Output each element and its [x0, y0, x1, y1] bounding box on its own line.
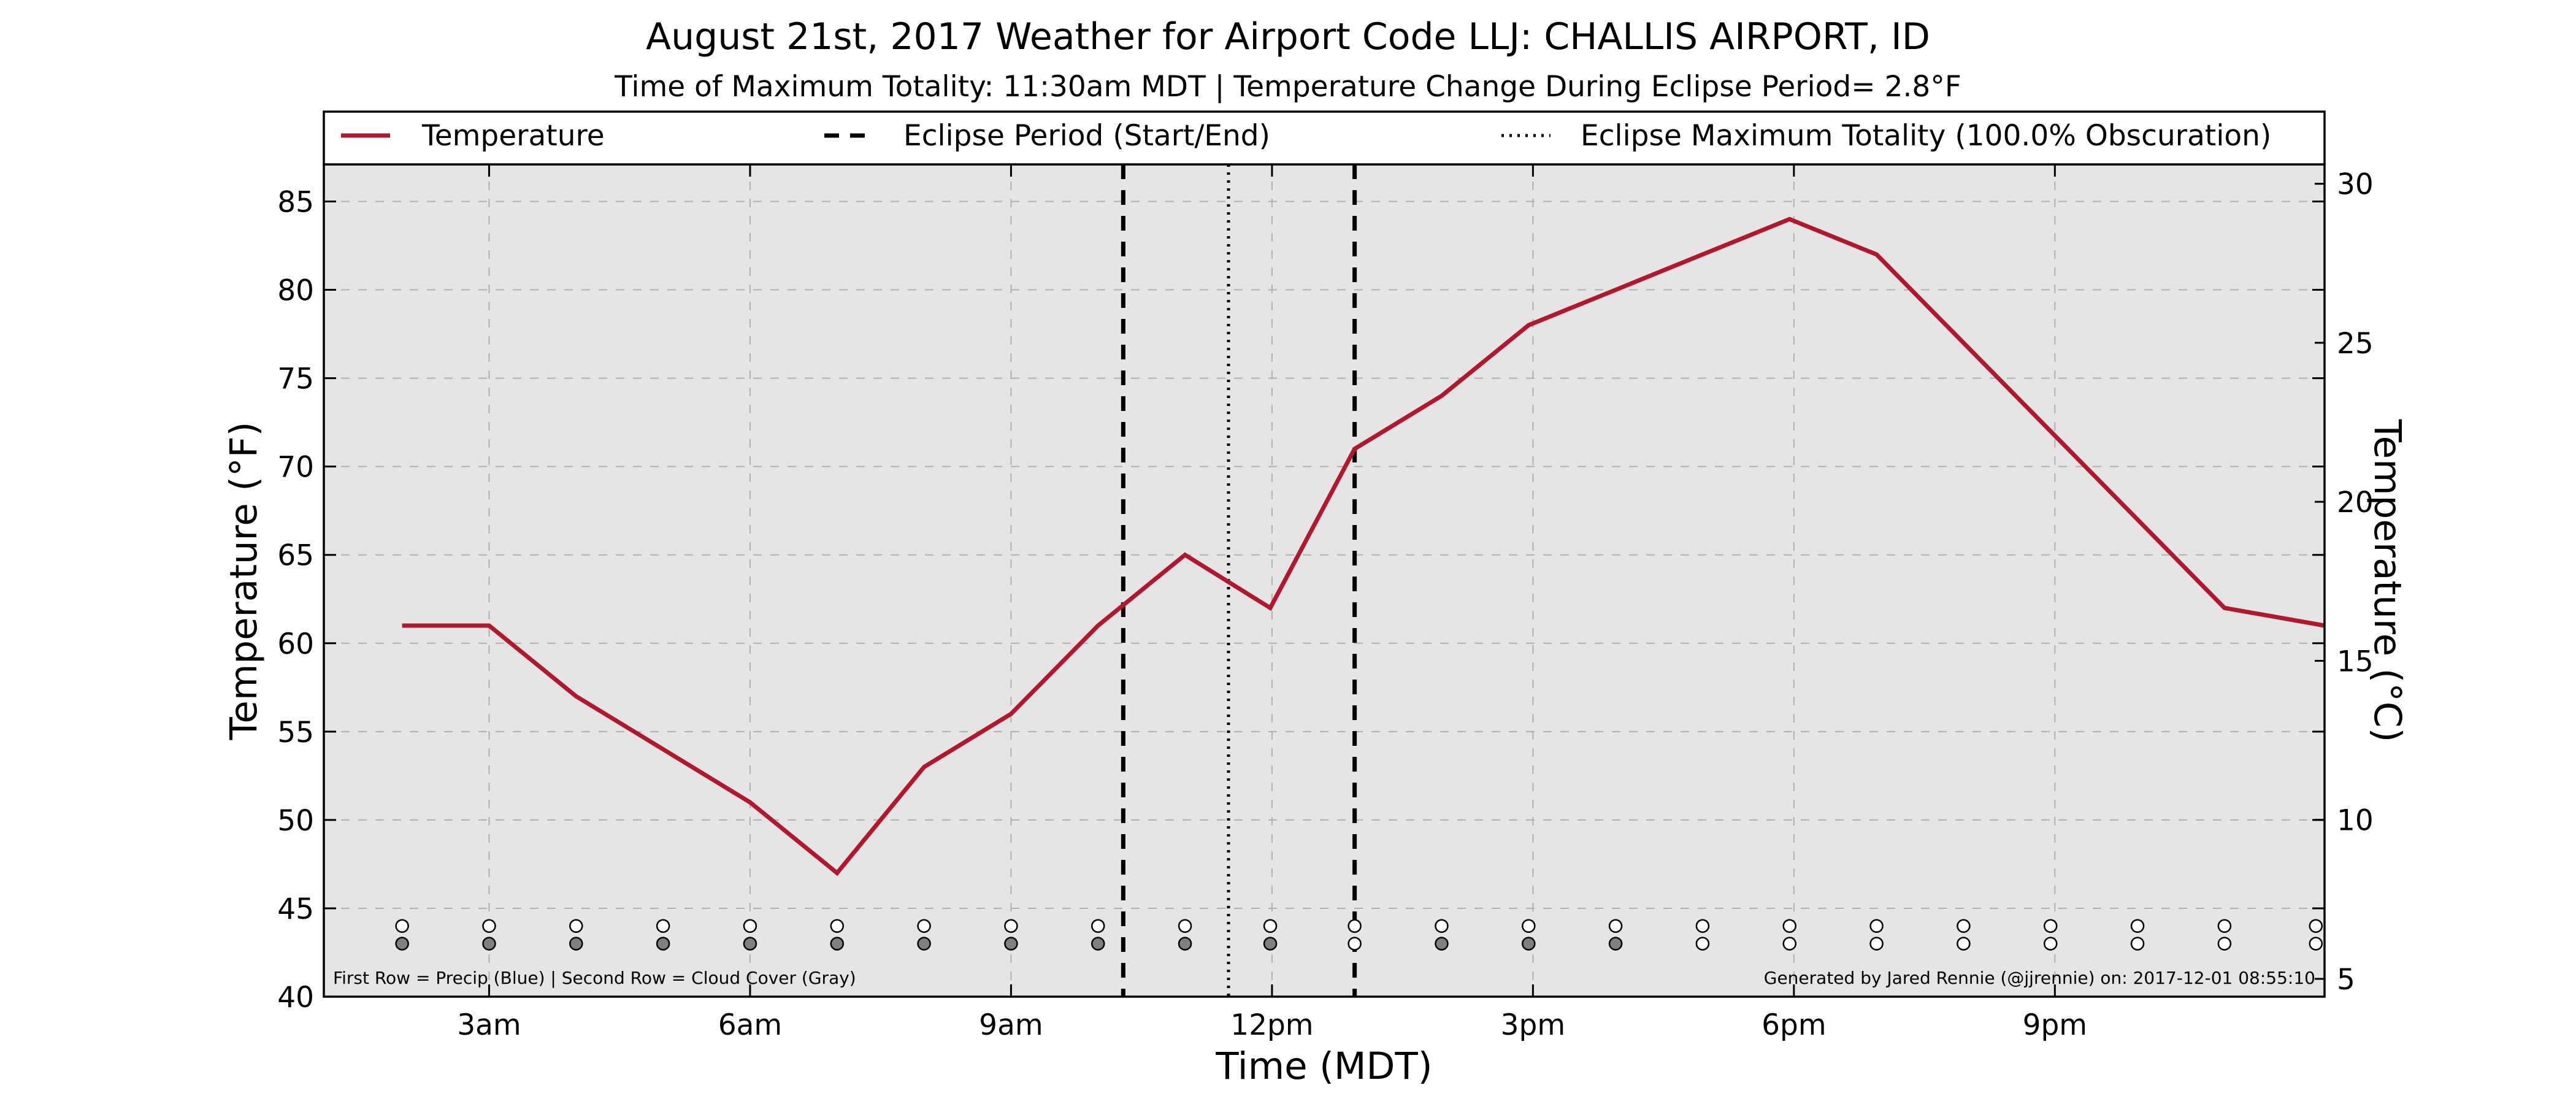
- plot-area: [324, 164, 2325, 997]
- footnote-right: Generated by Jared Rennie (@jjrennie) on…: [1764, 968, 2315, 988]
- y-tick-label: 40: [277, 981, 314, 1014]
- cloud-indicator: [1869, 937, 1884, 951]
- precip-indicator: [1782, 919, 1797, 933]
- cloud-indicator: [2043, 937, 2058, 951]
- precip-indicator: [1091, 919, 1105, 933]
- x-tick-label: 12pm: [1230, 1008, 1313, 1042]
- precip-indicator: [1695, 919, 1710, 933]
- y2-tick-label: 10: [2337, 804, 2374, 838]
- legend-label-eclipse-max: Eclipse Maximum Totality (100.0% Obscura…: [1581, 119, 2271, 153]
- precip-indicator: [482, 919, 496, 933]
- cloud-indicator: [2309, 937, 2323, 951]
- y-tick-label: 55: [277, 716, 314, 749]
- y-tick-label: 45: [277, 892, 314, 926]
- x-tick-label: 3pm: [1501, 1008, 1566, 1042]
- cloud-indicator: [1263, 937, 1278, 951]
- axis-ticks: 40 45 50 55 60 65 70 75 80 85 5 10 15 20 25 30 3am 6am 9am…: [277, 164, 2374, 1042]
- y2-tick-label: 5: [2337, 963, 2355, 997]
- cloud-indicator: [1178, 937, 1192, 951]
- y2-tick-label: 30: [2337, 168, 2374, 202]
- y-tick-label: 85: [277, 186, 314, 220]
- footnote-left: First Row = Precip (Blue) | Second Row =…: [333, 968, 856, 988]
- cloud-indicator: [482, 937, 496, 951]
- precip-indicator: [1263, 919, 1278, 933]
- precip-indicator: [2217, 919, 2232, 933]
- y-tick-label: 75: [277, 362, 314, 396]
- precip-indicator: [656, 919, 670, 933]
- indicator-rows: [395, 919, 2323, 951]
- y-tick-label: 70: [277, 451, 314, 485]
- precip-indicator: [395, 919, 409, 933]
- cloud-indicator: [1004, 937, 1018, 951]
- y2-tick-label: 20: [2337, 486, 2374, 519]
- x-tick-label: 9am: [979, 1008, 1043, 1042]
- precip-indicator: [1957, 919, 1971, 933]
- legend-frame: [323, 110, 2326, 166]
- cloud-indicator: [569, 937, 583, 951]
- y2-tick-label: 25: [2337, 327, 2374, 361]
- y-tick-label: 65: [277, 539, 314, 573]
- precip-indicator: [2309, 919, 2323, 933]
- x-tick-label: 6pm: [1761, 1008, 1827, 1042]
- cloud-indicator: [1522, 937, 1536, 951]
- precip-indicator: [1522, 919, 1536, 933]
- chart-title: August 21st, 2017 Weather for Airport Co…: [646, 15, 1930, 58]
- precip-indicator: [830, 919, 845, 933]
- precip-indicator: [1004, 919, 1018, 933]
- legend-label-temperature: Temperature: [421, 119, 605, 153]
- cloud-indicator: [1608, 937, 1623, 951]
- chart-subtitle: Time of Maximum Totality: 11:30am MDT | …: [614, 70, 1961, 104]
- cloud-indicator: [2217, 937, 2232, 951]
- y-tick-label: 80: [277, 274, 314, 308]
- precip-indicator: [569, 919, 583, 933]
- y-axis-label-right: Temperature (°C): [2366, 419, 2409, 742]
- precip-indicator: [1347, 919, 1362, 933]
- precip-indicator: [1435, 919, 1449, 933]
- cloud-indicator: [1435, 937, 1449, 951]
- cloud-indicator: [1347, 937, 1362, 951]
- y-tick-label: 60: [277, 627, 314, 661]
- x-tick-label: 9pm: [2023, 1008, 2088, 1042]
- cloud-indicator: [917, 937, 931, 951]
- x-tick-label: 3am: [457, 1008, 521, 1042]
- cloud-indicator: [830, 937, 845, 951]
- series-layer: [402, 217, 2325, 876]
- grid-lines: [324, 164, 2325, 997]
- cloud-indicator: [743, 937, 757, 951]
- cloud-indicator: [1091, 937, 1105, 951]
- precip-indicator: [1869, 919, 1884, 933]
- x-tick-label: 6am: [718, 1008, 783, 1042]
- legend-label-eclipse-period: Eclipse Period (Start/End): [903, 119, 1270, 153]
- precip-indicator: [1608, 919, 1623, 933]
- y-axis-label-left: Temperature (°F): [222, 422, 266, 741]
- cloud-indicator: [1782, 937, 1797, 951]
- cloud-indicator: [2130, 937, 2145, 951]
- precip-indicator: [917, 919, 931, 933]
- precip-indicator: [1178, 919, 1192, 933]
- cloud-indicator: [1957, 937, 1971, 951]
- precip-indicator: [743, 919, 757, 933]
- y-tick-label: 50: [277, 804, 314, 838]
- y2-tick-label: 15: [2337, 645, 2374, 678]
- precip-indicator: [2130, 919, 2145, 933]
- x-axis-label: Time (MDT): [1215, 1045, 1432, 1088]
- cloud-indicator: [1695, 937, 1710, 951]
- cloud-indicator: [656, 937, 670, 951]
- legend: Temperature Eclipse Period (Start/End) E…: [323, 110, 2326, 166]
- cloud-indicator: [395, 937, 409, 951]
- precip-indicator: [2043, 919, 2058, 933]
